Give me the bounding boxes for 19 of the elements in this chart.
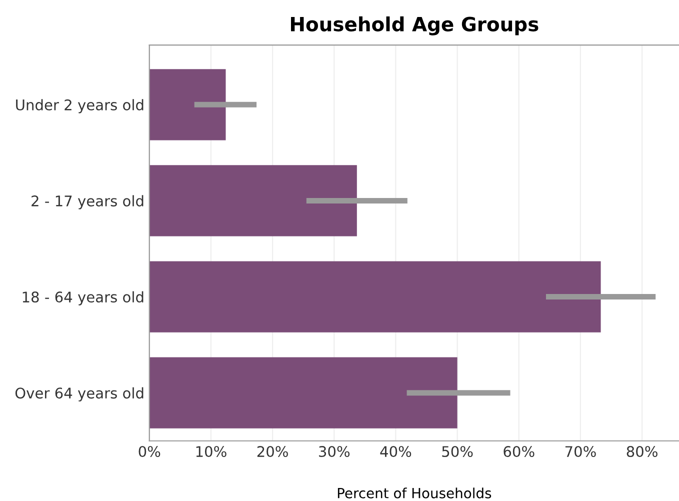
bar — [149, 69, 226, 140]
x-tick-label: 60% — [504, 446, 534, 458]
x-tick-label: 20% — [257, 446, 288, 458]
y-tick-label: 18 - 64 years old — [22, 291, 144, 306]
y-tick-label: Over 64 years old — [15, 387, 144, 402]
x-tick-label: 50% — [442, 446, 473, 458]
x-tick-label: 40% — [380, 446, 412, 458]
chart-title: Household Age Groups — [291, 16, 538, 36]
x-tick-label: 80% — [626, 446, 658, 458]
x-axis-title: Percent of Households — [338, 488, 492, 498]
x-tick-label: 30% — [319, 446, 350, 458]
x-tick-label: 0% — [138, 446, 160, 458]
x-tick-label: 70% — [565, 446, 596, 458]
y-tick-label: 2 - 17 years old — [32, 195, 144, 210]
bar — [149, 357, 458, 428]
x-tick-label: 10% — [196, 446, 226, 458]
bar — [149, 165, 357, 236]
y-tick-label: Under 2 years old — [16, 99, 144, 114]
bar — [149, 261, 601, 332]
